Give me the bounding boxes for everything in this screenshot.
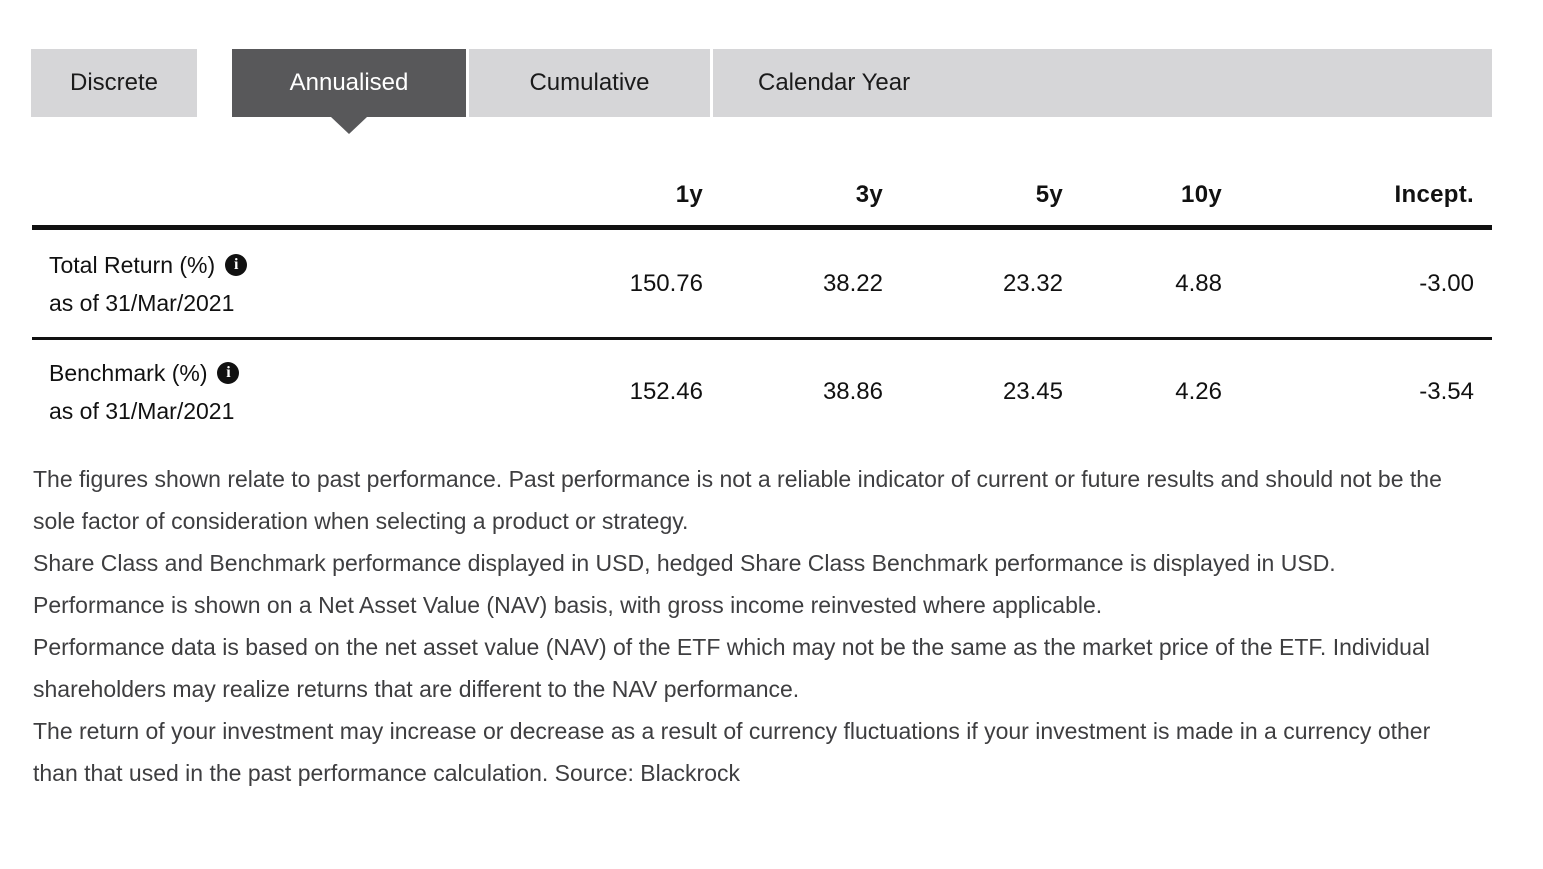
row-as-of-date: as of 31/Mar/2021 <box>49 398 235 424</box>
disclaimer-paragraph: The figures shown relate to past perform… <box>33 466 1442 534</box>
tab-calendar-year-label: Calendar Year <box>758 69 911 96</box>
row-label-cell: Benchmark (%) i as of 31/Mar/2021 <box>32 354 413 430</box>
metric-value-1y: 152.46 <box>629 378 703 405</box>
metric-value-3y: 38.86 <box>822 378 883 405</box>
table-row-benchmark: Benchmark (%) i as of 31/Mar/2021 152.46… <box>32 340 1492 444</box>
metric-value-5y: 23.32 <box>1002 269 1063 297</box>
metric-value-10y: 4.88 <box>1175 269 1222 297</box>
row-label-cell: Total Return (%) i as of 31/Mar/2021 <box>32 246 413 322</box>
info-icon[interactable]: i <box>217 362 240 384</box>
metric-value-incept: -3.54 <box>1419 378 1474 405</box>
column-header-3y: 3y <box>855 181 883 208</box>
tab-annualised-label: Annualised <box>289 69 409 96</box>
tab-discrete[interactable]: Discrete <box>31 49 197 117</box>
disclaimer-paragraph: Share Class and Benchmark performance di… <box>33 550 1336 576</box>
column-header-10y: 10y <box>1181 181 1222 208</box>
tab-calendar-year[interactable]: Calendar Year <box>713 49 1492 117</box>
table-row-total-return: Total Return (%) i as of 31/Mar/2021 150… <box>32 230 1492 340</box>
performance-disclaimer: The figures shown relate to past perform… <box>33 458 1475 794</box>
info-icon[interactable]: i <box>225 253 248 276</box>
disclaimer-paragraph: Performance data is based on the net ass… <box>33 634 1430 702</box>
metric-value-3y: 38.22 <box>822 269 883 297</box>
tab-cumulative-label: Cumulative <box>529 69 650 96</box>
column-header-incept: Incept. <box>1394 181 1474 208</box>
disclaimer-paragraph: Performance is shown on a Net Asset Valu… <box>33 592 1103 618</box>
column-header-5y: 5y <box>1035 181 1063 208</box>
metric-value-incept: -3.00 <box>1419 269 1474 297</box>
tab-cumulative[interactable]: Cumulative <box>469 49 710 117</box>
performance-table: 1y 3y 5y 10y Incept. Total Return (%) i … <box>32 160 1492 444</box>
metric-value-5y: 23.45 <box>1002 378 1063 405</box>
tab-discrete-label: Discrete <box>69 69 159 96</box>
column-header-spacer <box>32 209 413 225</box>
row-label: Total Return (%) <box>49 251 216 278</box>
row-as-of-date: as of 31/Mar/2021 <box>49 289 235 316</box>
tab-annualised[interactable]: Annualised <box>232 49 466 117</box>
performance-tab-bar: Discrete Annualised Cumulative Calendar … <box>31 49 1492 117</box>
column-header-1y: 1y <box>675 181 703 208</box>
metric-value-10y: 4.26 <box>1175 378 1222 405</box>
table-header-row: 1y 3y 5y 10y Incept. <box>32 160 1492 230</box>
disclaimer-paragraph: The return of your investment may increa… <box>33 718 1431 786</box>
metric-value-1y: 150.76 <box>629 269 703 297</box>
row-label: Benchmark (%) <box>49 360 208 386</box>
